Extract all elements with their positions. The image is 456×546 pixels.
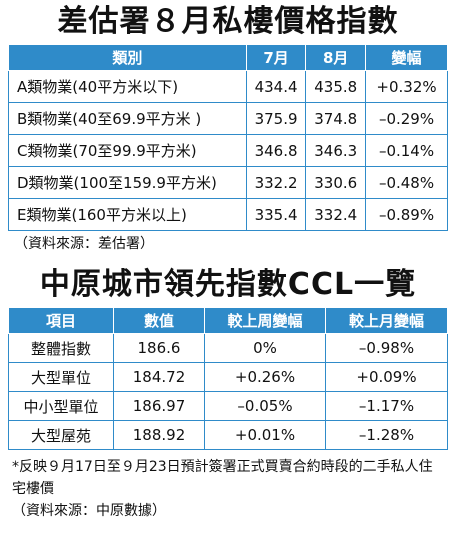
table-row: 大型屋苑 188.92 +0.01% –1.28% xyxy=(8,420,448,450)
august-value: 332.4 xyxy=(305,198,367,231)
ccl-source-note: （資料來源：中原數據） xyxy=(12,503,166,519)
monthly-change: –1.28% xyxy=(325,420,448,450)
august-value: 330.6 xyxy=(305,166,367,199)
column-header-august: 8月 xyxy=(305,44,367,71)
change-value: –0.48% xyxy=(365,166,448,199)
change-value: –0.14% xyxy=(365,134,448,167)
category-cell: C類物業(70至99.9平方米) xyxy=(8,134,247,167)
index-value: 186.6 xyxy=(113,333,205,363)
column-header-monthly-change: 較上月變幅 xyxy=(325,307,448,334)
weekly-change: +0.26% xyxy=(204,362,326,392)
table-row: D類物業(100至159.9平方米) 332.2 330.6 –0.48% xyxy=(8,166,448,199)
column-header-change: 變幅 xyxy=(365,44,448,71)
rvd-index-title: 差估署８月私樓價格指數 xyxy=(57,4,399,39)
footnote-block: *反映９月17日至９月23日預計簽署正式買賣合約時段的二手私人住宅樓價 （資料來… xyxy=(8,456,448,522)
weekly-change: –0.05% xyxy=(204,391,326,421)
table-row: B類物業(40至69.9平方米 ) 375.9 374.8 –0.29% xyxy=(8,102,448,135)
column-header-item: 項目 xyxy=(8,307,114,334)
august-value: 374.8 xyxy=(305,102,367,135)
index-value: 186.97 xyxy=(113,391,205,421)
monthly-change: +0.09% xyxy=(325,362,448,392)
category-cell: A類物業(40平方米以下) xyxy=(8,70,247,103)
table-row: 整體指數 186.6 0% –0.98% xyxy=(8,333,448,363)
change-value: –0.29% xyxy=(365,102,448,135)
july-value: 434.4 xyxy=(245,70,307,103)
weekly-change: +0.01% xyxy=(204,420,326,450)
table-header-row: 項目 數值 較上周變幅 較上月變幅 xyxy=(8,307,448,334)
july-value: 332.2 xyxy=(245,166,307,199)
ccl-index-title: 中原城市領先指數CCL一覽 xyxy=(39,267,417,302)
column-header-july: 7月 xyxy=(245,44,307,71)
item-cell: 大型單位 xyxy=(8,362,114,392)
table-row: A類物業(40平方米以下) 434.4 435.8 +0.32% xyxy=(8,70,448,103)
column-header-category: 類別 xyxy=(8,44,247,71)
change-value: –0.89% xyxy=(365,198,448,231)
index-value: 184.72 xyxy=(113,362,205,392)
august-value: 435.8 xyxy=(305,70,367,103)
category-cell: E類物業(160平方米以上) xyxy=(8,198,247,231)
ccl-index-table: 項目 數值 較上周變幅 較上月變幅 整體指數 186.6 0% –0.98% 大… xyxy=(8,307,448,450)
august-value: 346.3 xyxy=(305,134,367,167)
table-row: C類物業(70至99.9平方米) 346.8 346.3 –0.14% xyxy=(8,134,448,167)
rvd-source-note: （資料來源：差估署） xyxy=(14,236,154,252)
change-value: +0.32% xyxy=(365,70,448,103)
item-cell: 整體指數 xyxy=(8,333,114,363)
item-cell: 中小型單位 xyxy=(8,391,114,421)
rvd-index-table: 類別 7月 8月 變幅 A類物業(40平方米以下) 434.4 435.8 +0… xyxy=(8,44,448,231)
column-header-weekly-change: 較上周變幅 xyxy=(204,307,326,334)
weekly-change: 0% xyxy=(204,333,326,363)
table-row: 大型單位 184.72 +0.26% +0.09% xyxy=(8,362,448,392)
table-row: 中小型單位 186.97 –0.05% –1.17% xyxy=(8,391,448,421)
table-header-row: 類別 7月 8月 變幅 xyxy=(8,44,448,71)
monthly-change: –1.17% xyxy=(325,391,448,421)
ccl-footnote: *反映９月17日至９月23日預計簽署正式買賣合約時段的二手私人住宅樓價 xyxy=(12,459,433,497)
category-cell: B類物業(40至69.9平方米 ) xyxy=(8,102,247,135)
item-cell: 大型屋苑 xyxy=(8,420,114,450)
column-header-value: 數值 xyxy=(113,307,205,334)
july-value: 335.4 xyxy=(245,198,307,231)
july-value: 375.9 xyxy=(245,102,307,135)
july-value: 346.8 xyxy=(245,134,307,167)
index-value: 188.92 xyxy=(113,420,205,450)
category-cell: D類物業(100至159.9平方米) xyxy=(8,166,247,199)
table-row: E類物業(160平方米以上) 335.4 332.4 –0.89% xyxy=(8,198,448,231)
monthly-change: –0.98% xyxy=(325,333,448,363)
